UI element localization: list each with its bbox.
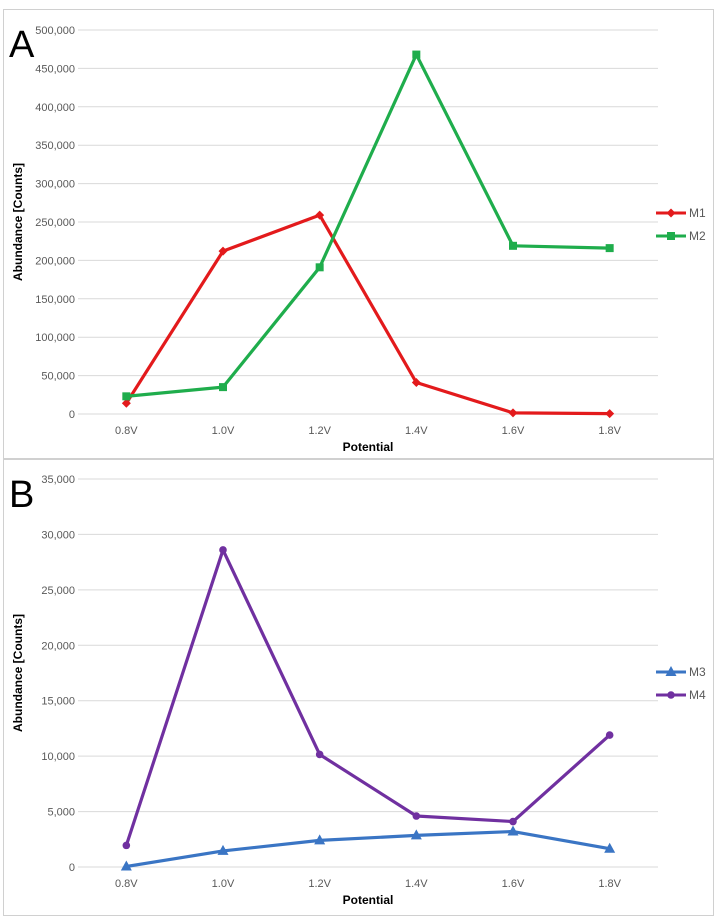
chart-panel-b: B 0 5,000 10,000 15,000 20,000 25,000 30,000 35… [3,459,714,916]
data-point-m2 [315,263,324,272]
data-point-m3 [410,829,422,840]
y-tick-label: 35,000 [41,474,75,486]
data-point-m4 [122,841,131,850]
series-line-m2 [126,52,610,398]
data-point-m1 [121,398,131,408]
y-axis-title: Abundance [Counts] [11,614,25,732]
y-tick-label: 100,000 [35,332,75,344]
data-point-m3 [507,825,519,836]
x-tick-label: 1.8V [598,425,621,437]
data-point-m3 [314,834,326,845]
x-axis-title: Potential [343,440,394,454]
x-axis-title: Potential [343,893,394,907]
x-tick-label: 1.2V [308,878,331,890]
y-tick-label: 25,000 [41,585,75,597]
series-line-m3 [126,829,610,869]
y-tick-label: 10,000 [41,751,75,763]
legend-marker-m4 [667,691,675,699]
data-point-m2 [605,244,614,253]
y-tick-label: 20,000 [41,640,75,652]
y-axis-title: Abundance [Counts] [11,163,25,281]
data-point-m1 [605,409,615,419]
legend-label-m4: M4 [689,688,706,702]
x-tick-label: 1.4V [405,425,428,437]
data-point-m1 [411,378,421,388]
x-tick-label: 1.4V [405,878,428,890]
y-tick-label: 200,000 [35,255,75,267]
data-point-m3 [217,844,229,855]
y-tick-label: 350,000 [35,140,75,152]
data-point-m1 [508,408,518,418]
data-point-m1 [218,246,228,256]
panel-label-a: A [9,24,35,66]
data-point-m4 [412,812,421,820]
data-point-m1 [315,210,325,220]
x-tick-label: 1.6V [502,425,525,437]
y-tick-label: 0 [69,862,75,874]
y-tick-label: 300,000 [35,179,75,191]
y-tick-label: 500,000 [35,25,75,37]
chart-panel-a: A 0 50,000 100,000 150,000 200,000 250,000 300… [3,9,714,459]
data-point-m3 [120,860,132,871]
series-line-m1 [124,213,610,416]
panel-label-b: B [9,474,35,516]
x-tick-label: 0.8V [115,425,138,437]
x-tick-label: 1.2V [308,425,331,437]
y-tick-label: 50,000 [41,371,75,383]
y-tick-label: 250,000 [35,217,75,229]
y-tick-label: 30,000 [41,529,75,541]
data-point-m4 [315,750,324,759]
y-tick-label: 0 [69,409,75,421]
x-tick-label: 1.8V [598,878,621,890]
legend-marker-m1 [666,208,676,218]
data-point-m2 [122,392,131,401]
chart-a-svg: 0 50,000 100,000 150,000 200,000 250,000 300,0… [11,25,706,454]
data-point-m2 [219,383,227,392]
data-point-m4 [219,546,227,554]
x-tick-label: 1.0V [212,878,235,890]
data-point-m3 [604,842,616,853]
y-tick-label: 15,000 [41,696,75,708]
series-line-m4 [124,548,611,846]
y-tick-label: 150,000 [35,294,75,306]
legend-marker-m2 [667,232,675,240]
legend-label-m3: M3 [689,665,706,679]
data-point-m4 [509,817,517,826]
y-tick-label: 450,000 [35,63,75,75]
data-point-m2 [412,50,421,59]
y-tick-label: 400,000 [35,102,75,114]
x-tick-label: 1.0V [212,425,235,437]
x-tick-label: 1.6V [502,878,525,890]
chart-b-svg: 0 5,000 10,000 15,000 20,000 25,000 30,000 35,0… [11,474,706,907]
data-point-m4 [605,731,614,739]
data-point-m2 [509,241,517,250]
x-tick-label: 0.8V [115,878,138,890]
legend-label-m2: M2 [689,229,706,243]
legend-marker-m3 [665,666,677,676]
legend-label-m1: M1 [689,206,706,220]
y-tick-label: 5,000 [47,807,75,819]
